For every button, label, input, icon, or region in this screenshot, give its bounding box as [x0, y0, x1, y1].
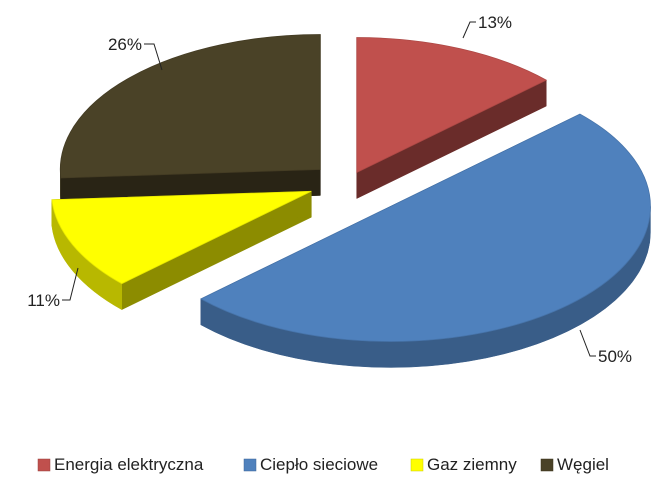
leader-line-4 — [144, 43, 163, 71]
leader-line-3 — [62, 267, 79, 301]
pie-slice-2 — [200, 113, 651, 368]
legend-item-2: Ciepło sieciowe — [243, 455, 378, 474]
legend-item-3: Gaz ziemny — [410, 455, 517, 474]
legend-label-1: Energia elektryczna — [54, 455, 204, 474]
data-label-1: 13% — [478, 13, 512, 32]
data-label-3: 11% — [27, 291, 60, 310]
leader-line-1 — [462, 21, 476, 39]
pie-slice-4 — [59, 34, 321, 205]
legend-swatch-1 — [37, 458, 51, 472]
pie-slice-3 — [51, 190, 312, 311]
data-label-4: 26% — [108, 35, 142, 54]
legend-swatch-3 — [410, 458, 424, 472]
legend-label-3: Gaz ziemny — [427, 455, 517, 474]
legend-swatch-2 — [243, 458, 257, 472]
legend-label-4: Węgiel — [557, 455, 609, 474]
leader-line-2 — [579, 329, 596, 357]
legend-label-2: Ciepło sieciowe — [260, 455, 378, 474]
data-label-2: 50% — [598, 347, 632, 366]
legend-item-1: Energia elektryczna — [37, 455, 204, 474]
legend-item-4: Węgiel — [540, 455, 609, 474]
pie-slice-1 — [356, 37, 548, 199]
legend-swatch-4 — [540, 458, 554, 472]
